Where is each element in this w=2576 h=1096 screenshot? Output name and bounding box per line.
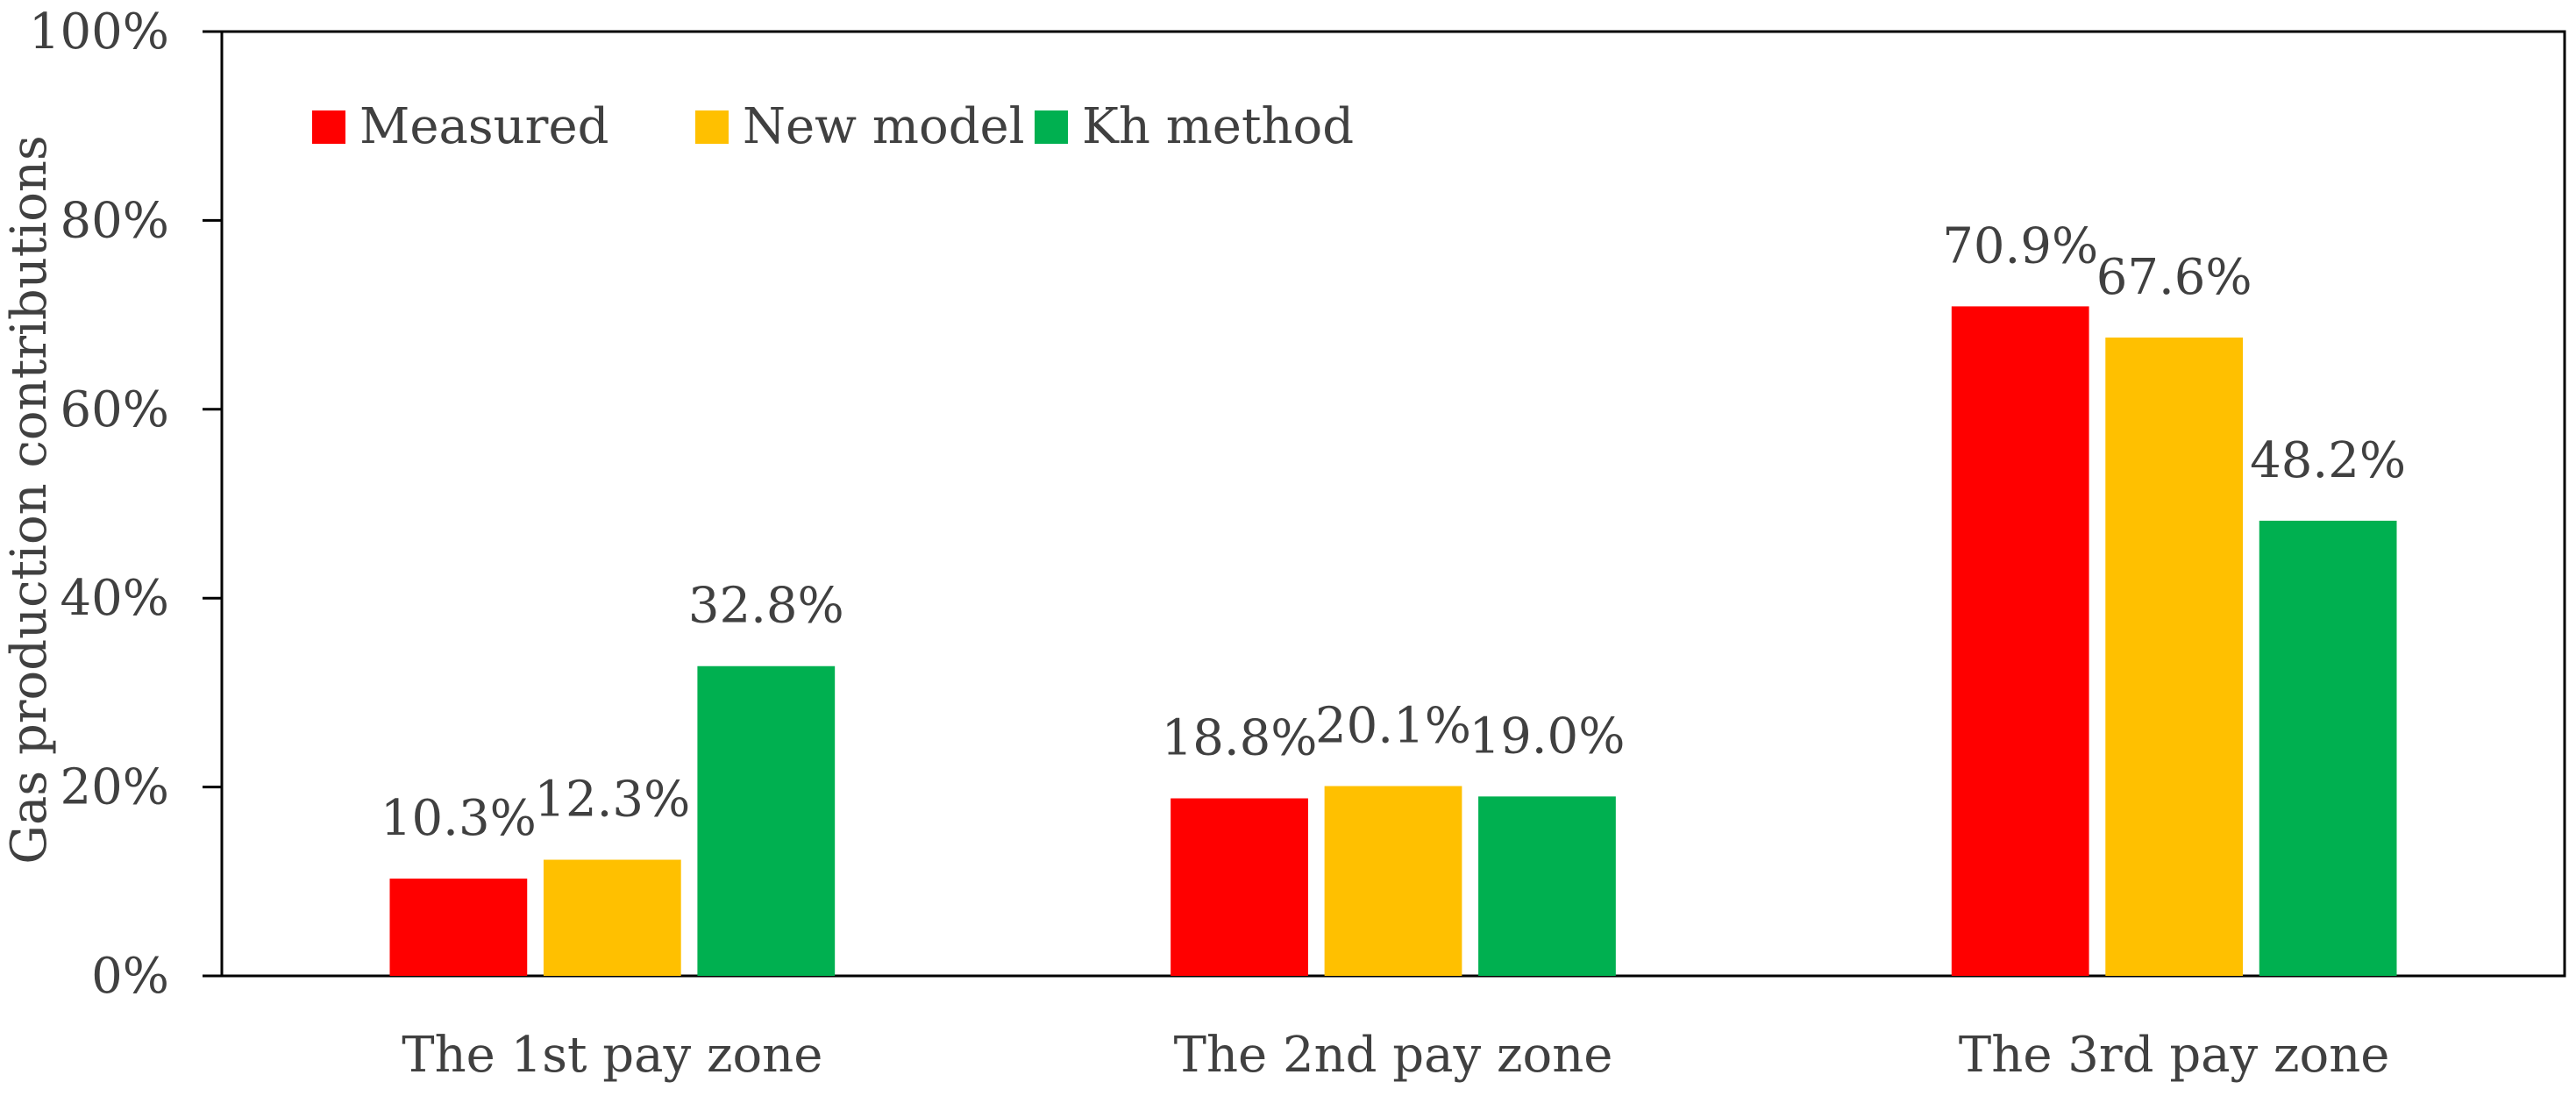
- bar-measured: [1171, 798, 1308, 976]
- legend-label: Measured: [359, 98, 608, 155]
- data-label: 20.1%: [1315, 698, 1471, 755]
- x-category-label: The 2nd pay zone: [1174, 1027, 1613, 1084]
- x-category-label: The 1st pay zone: [402, 1027, 822, 1084]
- bar-measured: [389, 879, 528, 976]
- category-labels: The 1st pay zone The 2nd pay zone The 3rd …: [402, 1027, 2389, 1084]
- x-category-label: The 3rd pay zone: [1959, 1027, 2390, 1084]
- y-axis-title: Gas production contributions: [1, 135, 58, 864]
- y-tick-label: 80%: [60, 192, 169, 249]
- bar-kh-method: [1478, 796, 1616, 976]
- data-label: 70.9%: [1942, 217, 2098, 274]
- data-labels: 10.3%12.3% 32.8% 18.8%20.1%19.0% 70.9%67.6%…: [381, 217, 2406, 847]
- bar-new-model: [2105, 337, 2244, 976]
- legend-swatch: [312, 110, 345, 144]
- data-label: 32.8%: [688, 578, 844, 635]
- data-label: 19.0%: [1469, 708, 1626, 765]
- y-axis-ticks: 0% 20% 40% 60% 80% 100%: [29, 4, 222, 1005]
- legend: Measured New model Kh method: [312, 98, 1354, 155]
- legend-swatch: [695, 110, 729, 144]
- data-label: 18.8%: [1162, 710, 1318, 767]
- bar-kh-method: [697, 665, 836, 976]
- bars: [389, 306, 2397, 977]
- data-label: 48.2%: [2250, 432, 2406, 489]
- data-label: 67.6%: [2096, 249, 2252, 306]
- legend-swatch: [1035, 110, 1068, 144]
- y-tick-label: 60%: [60, 381, 169, 438]
- y-tick-label: 20%: [60, 759, 169, 816]
- data-label: 12.3%: [534, 772, 690, 829]
- legend-label: Kh method: [1082, 98, 1354, 155]
- y-tick-label: 100%: [29, 4, 169, 60]
- bar-new-model: [543, 859, 681, 976]
- legend-label: New model: [743, 98, 1025, 155]
- bar-measured: [1951, 306, 2089, 977]
- y-tick-label: 0%: [91, 948, 169, 1005]
- data-label: 10.3%: [381, 790, 537, 847]
- bar-new-model: [1324, 786, 1462, 976]
- y-tick-label: 40%: [60, 570, 169, 627]
- bar-kh-method: [2259, 520, 2397, 976]
